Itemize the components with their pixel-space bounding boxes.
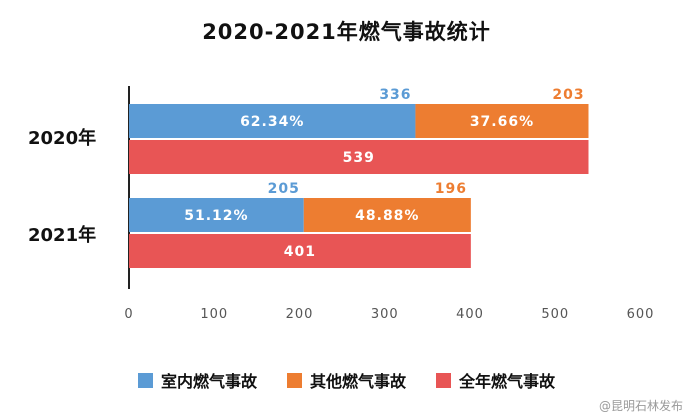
value-label-0-0: 336 [379, 87, 411, 103]
percent-label-0-1: 51.12% [184, 208, 248, 224]
legend-swatch-total [436, 372, 452, 388]
x-tick-label-6: 600 [627, 307, 655, 322]
legend-swatch-indoor [138, 372, 153, 388]
percent-label-1-1: 48.88% [355, 208, 419, 224]
bar-other-0 [415, 104, 589, 138]
legend-item-other: 其他燃气事故 [287, 368, 406, 392]
total-value-label-1: 401 [284, 244, 316, 260]
chart-legend: 室内燃气事故 其他燃气事故 全年燃气事故 [138, 368, 555, 392]
x-tick-label-0: 0 [124, 307, 133, 322]
bar-indoor-0 [129, 104, 416, 138]
value-label-1-0: 203 [552, 87, 584, 103]
category-label-2021: 2021年 [28, 225, 97, 246]
x-tick-label-5: 500 [541, 307, 569, 322]
value-label-0-1: 205 [268, 181, 300, 197]
legend-item-indoor: 室内燃气事故 [138, 368, 257, 392]
legend-label-other: 其他燃气事故 [310, 372, 407, 391]
bar-other-1 [303, 198, 471, 232]
bar-total-1 [129, 234, 471, 268]
x-tick-label-3: 300 [371, 307, 399, 322]
legend-label-indoor: 室内燃气事故 [161, 372, 258, 391]
category-label-2020: 2020年 [28, 128, 97, 149]
bar-total-0 [129, 140, 589, 174]
chart-title: 2020-2021年燃气事故统计 [202, 20, 491, 44]
percent-label-0-0: 62.34% [240, 114, 304, 130]
total-value-label-0: 539 [343, 150, 375, 166]
legend-label-total: 全年燃气事故 [459, 372, 556, 391]
legend-item-total: 全年燃气事故 [436, 368, 555, 392]
legend-swatch-other [287, 372, 303, 388]
x-tick-label-1: 100 [200, 307, 228, 322]
x-tick-label-2: 200 [286, 307, 314, 322]
value-label-1-1: 196 [435, 181, 467, 197]
percent-label-1-0: 37.66% [470, 114, 534, 130]
bar-indoor-1 [129, 198, 304, 232]
x-tick-label-4: 400 [456, 307, 484, 322]
watermark: @昆明石林发布 [598, 399, 683, 413]
